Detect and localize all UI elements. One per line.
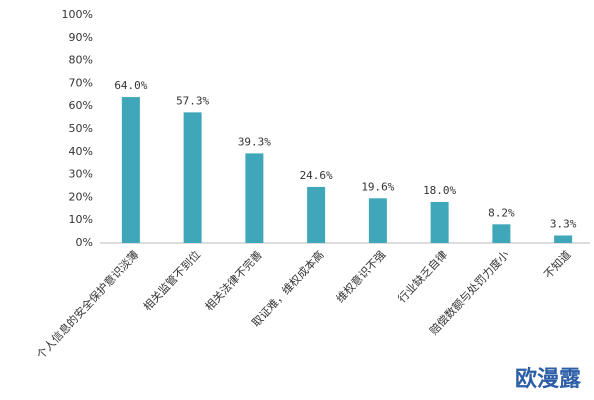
bar <box>368 198 387 243</box>
bar <box>245 153 264 243</box>
value-label: 64.0% <box>114 79 147 92</box>
bar <box>492 224 511 243</box>
value-label: 57.3% <box>176 94 209 107</box>
value-label: 18.0% <box>423 184 456 197</box>
y-tick-label: 60% <box>69 99 93 112</box>
bar <box>183 112 202 243</box>
bar <box>430 201 449 243</box>
x-tick-label: 行业缺乏自律 <box>395 248 450 306</box>
y-tick-label: 40% <box>69 145 93 158</box>
y-tick-label: 10% <box>69 213 93 226</box>
bar <box>554 235 573 243</box>
x-tick-label: 不知道 <box>541 248 574 282</box>
y-tick-label: 50% <box>69 122 93 135</box>
watermark: 欧漫露 <box>515 366 582 392</box>
value-label: 3.3% <box>550 217 577 230</box>
y-tick-label: 20% <box>69 190 93 203</box>
y-tick-label: 100% <box>62 8 93 21</box>
bar <box>121 97 140 243</box>
y-tick-label: 30% <box>69 168 93 181</box>
bar <box>307 186 326 243</box>
value-label: 24.6% <box>300 169 333 182</box>
y-tick-label: 70% <box>69 76 93 89</box>
y-tick-label: 90% <box>69 31 93 44</box>
x-tick-label: 维权意识不强 <box>333 248 388 306</box>
x-tick-label: 相关监管不到位 <box>140 248 203 314</box>
y-tick-label: 80% <box>69 54 93 67</box>
value-label: 8.2% <box>488 206 515 219</box>
value-label: 19.6% <box>361 180 394 193</box>
x-tick-label: 个人信息的安全保护意识淡薄 <box>33 248 141 362</box>
value-label: 39.3% <box>238 135 271 148</box>
y-tick-label: 0% <box>76 236 93 249</box>
x-tick-label: 相关法律不完善 <box>202 248 265 314</box>
